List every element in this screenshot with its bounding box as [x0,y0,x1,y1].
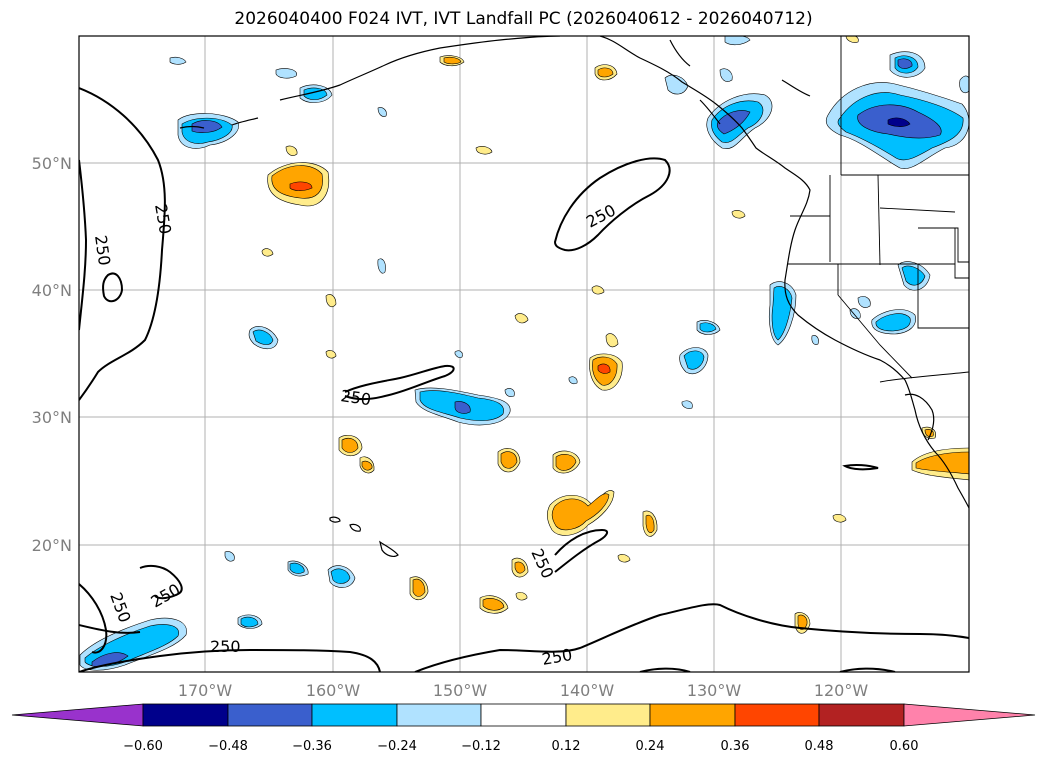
lat-label-30n: 30°N [32,408,72,427]
colorbar-tick: 0.24 [636,739,665,754]
lon-label-130w: 130°W [687,681,742,700]
lat-label-20n: 20°N [32,536,72,555]
contour-label: 250 [91,234,114,267]
colorbar-tick: 0.48 [805,739,834,754]
colorbar-tick: −0.36 [292,739,332,754]
lon-label-160w: 160°W [306,681,361,700]
boundaries [788,36,969,383]
latitude-axis: 50°N 40°N 30°N 20°N [32,154,72,555]
colorbar-tick: 0.12 [552,739,581,754]
colorbar-bin [227,703,313,727]
colorbar-tick: 0.60 [890,739,919,754]
colorbar [11,703,1036,727]
colorbar-bin [818,703,905,727]
contour-label: 250 [583,200,619,231]
colorbar-bin [142,703,229,727]
colorbar-tick: −0.12 [461,739,501,754]
colorbar-low-extend [11,703,144,727]
contour-label: 250 [148,580,184,612]
colorbar-bin [396,703,482,727]
contour-label: 250 [527,546,557,582]
contour-label: 250 [339,386,372,409]
lon-label-140w: 140°W [560,681,615,700]
colorbar-tick: 0.36 [721,739,750,754]
colorbar-tick: −0.48 [208,739,248,754]
positive-ivt-patches [261,36,969,634]
map-title: 2026040400 F024 IVT, IVT Landfall PC (20… [234,9,813,29]
contour-label: 250 [106,590,134,625]
contour-label: 250 [151,202,175,235]
negative-ivt-patches [79,36,969,671]
colorbar-tick: −0.24 [377,739,417,754]
lon-label-170w: 170°W [178,681,233,700]
colorbar-bin [480,703,567,727]
colorbar-ticks: −0.60 −0.48 −0.36 −0.24 −0.12 0.12 0.24 … [123,739,918,754]
contour-label: 250 [210,637,241,656]
colorbar-bin [565,703,651,727]
lon-label-120w: 120°W [814,681,869,700]
colorbar-tick: −0.60 [123,739,163,754]
ivt-contours [79,87,969,672]
colorbar-high-extend [903,703,1036,727]
lat-label-50n: 50°N [32,154,72,173]
lat-label-40n: 40°N [32,281,72,300]
map-frame [78,35,970,673]
colorbar-bin [649,703,736,727]
colorbar-bin [734,703,820,727]
colorbar-bin [311,703,398,727]
contour-label: 250 [540,645,573,669]
coastlines [179,36,969,557]
gridlines [79,36,969,672]
contour-labels: 250 250 250 250 250 250 250 250 250 [91,200,619,669]
lon-label-150w: 150°W [433,681,488,700]
longitude-axis: 170°W 160°W 150°W 140°W 130°W 120°W [178,681,869,700]
